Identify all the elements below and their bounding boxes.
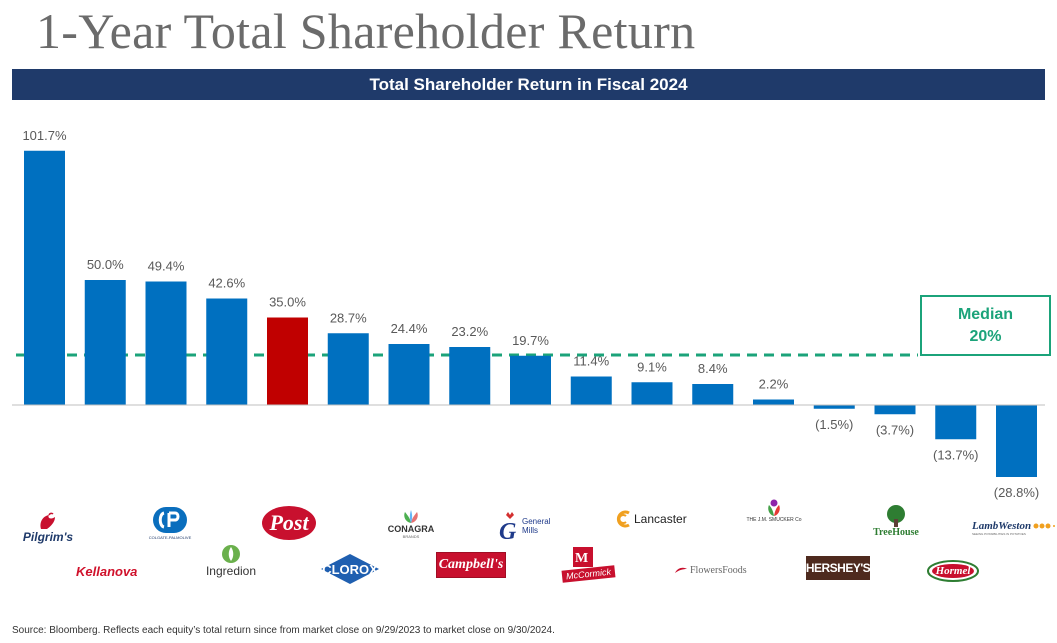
- mccormick-mark-icon: M: [573, 547, 593, 567]
- bar-16: [996, 405, 1037, 477]
- campbells-logo: Campbell's: [436, 552, 506, 578]
- lancaster-logo: Lancaster: [614, 509, 694, 529]
- kellanova-logo: Kellanova: [76, 562, 142, 580]
- hormel-oval-icon: [927, 560, 979, 582]
- bar-4: [267, 317, 308, 405]
- bar-label-9: 11.4%: [573, 354, 609, 369]
- smucker-text: THE J.M. SMUCKER Co: [746, 517, 802, 523]
- bar-label-2: 49.4%: [148, 259, 185, 274]
- bar-10: [631, 382, 673, 405]
- bar-label-10: 9.1%: [637, 359, 667, 374]
- treehouse-logo: TreeHouse: [866, 505, 926, 541]
- bar-chart: 101.7% 50.0% 49.4% 42.6% 35.0% 28.7% 24.4% 23.2…: [12, 128, 1045, 500]
- pilgrims-text: Pilgrim's: [22, 530, 74, 544]
- mccormick-text: McCormick: [561, 565, 616, 583]
- rooster-icon: [40, 512, 55, 529]
- pilgrims-logo: Pilgrim's: [18, 508, 78, 544]
- bar-12: [753, 399, 794, 405]
- conagra-text: CONAGRA: [387, 524, 435, 534]
- bar-13: [813, 405, 855, 409]
- lambweston-subtext: SEEING POSSIBILITIES IN POTATOES: [972, 532, 1026, 536]
- bar-label-0: 101.7%: [22, 128, 67, 143]
- page-title: 1-Year Total Shareholder Return: [36, 3, 696, 59]
- kellanova-text: Kellanova: [76, 563, 138, 579]
- bar-label-7: 23.2%: [451, 324, 488, 339]
- bar-1: [84, 280, 126, 405]
- bar-label-15: (13.7%): [933, 447, 979, 462]
- colgate-text: COLGATE-PALMOLIVE: [148, 535, 192, 540]
- bar-label-5: 28.7%: [330, 310, 367, 325]
- bar-2: [145, 281, 187, 405]
- hersheys-logo: HERSHEY'S: [805, 556, 871, 580]
- bar-6: [388, 344, 430, 405]
- hormel-logo: Hormel: [926, 559, 980, 583]
- flowers-foods-logo: FlowersFoods: [674, 563, 760, 577]
- lambweston-text: LambWeston: [972, 520, 1032, 532]
- chart-title-banner: Total Shareholder Return in Fiscal 2024: [12, 69, 1045, 100]
- conagra-leaf-icon: [404, 510, 418, 523]
- general-mills-text-1: General: [522, 517, 551, 526]
- general-mills-g-icon: G: [499, 512, 517, 541]
- conagra-logo: CONAGRA BRANDS: [386, 510, 436, 542]
- bar-15: [935, 405, 977, 440]
- bar-3: [206, 298, 248, 405]
- bar-11: [692, 384, 734, 405]
- lambweston-dots-icon: [1033, 523, 1056, 529]
- bar-8: [510, 355, 551, 405]
- ingredion-leaf-icon: [222, 545, 240, 563]
- lancaster-text: Lancaster: [634, 512, 687, 526]
- treehouse-text: TreeHouse: [873, 527, 919, 538]
- bar-label-13: (1.5%): [815, 417, 853, 432]
- post-text: Post: [269, 510, 309, 535]
- svg-text:G: G: [499, 519, 517, 541]
- bar-0: [24, 150, 65, 405]
- mccormick-logo: M McCormick: [561, 546, 622, 586]
- ingredion-logo: Ingredion: [200, 544, 262, 580]
- bar-label-3: 42.6%: [208, 276, 245, 291]
- flowers-foods-text: FlowersFoods: [690, 564, 747, 576]
- bar-label-16: (28.8%): [994, 485, 1040, 500]
- bar-label-1: 50.0%: [87, 257, 124, 272]
- post-oval-icon: [262, 506, 316, 540]
- clorox-logo: CLOROX: [320, 553, 380, 585]
- chart-title: Total Shareholder Return in Fiscal 2024: [369, 74, 688, 94]
- general-mills-text-2: Mills: [522, 526, 538, 535]
- ingredion-text: Ingredion: [205, 564, 257, 578]
- hormel-text: Hormel: [935, 565, 971, 577]
- colgate-mark-icon: [153, 507, 187, 533]
- median-label: Median: [957, 305, 1014, 323]
- flowers-swoosh-icon: [675, 567, 687, 573]
- bar-label-14: (3.7%): [876, 422, 914, 437]
- smucker-fruit-icon: [768, 499, 780, 516]
- bar-9: [570, 376, 612, 405]
- conagra-subtext: BRANDS: [402, 534, 420, 539]
- general-mills-logo: G General Mills: [498, 510, 562, 542]
- bar-5: [327, 333, 369, 405]
- clorox-text: CLOROX: [322, 561, 378, 577]
- bar-label-12: 2.2%: [759, 377, 789, 392]
- clorox-diamond-icon: [321, 554, 379, 584]
- smucker-logo: THE J.M. SMUCKER Co: [744, 499, 804, 529]
- svg-text:M: M: [575, 551, 588, 566]
- tree-icon: [887, 505, 905, 527]
- median-value: 20%: [969, 327, 1002, 345]
- bar-label-8: 19.7%: [512, 333, 549, 348]
- bar-label-6: 24.4%: [391, 321, 428, 336]
- median-callout: Median 20%: [920, 295, 1051, 356]
- bar-label-4: 35.0%: [269, 295, 306, 310]
- lancaster-mark-icon: [616, 510, 630, 528]
- colgate-logo: COLGATE-PALMOLIVE: [142, 505, 198, 545]
- bar-14: [874, 405, 916, 415]
- campbells-text: Campbell's: [438, 557, 504, 572]
- bar-7: [449, 347, 491, 405]
- hersheys-text: HERSHEY'S: [805, 561, 871, 575]
- bar-label-11: 8.4%: [698, 361, 728, 376]
- source-note: Source: Bloomberg. Reflects each equity’…: [12, 625, 555, 636]
- post-logo: Post: [260, 504, 318, 542]
- lambweston-logo: LambWeston SEEING POSSIBILITIES IN POTAT…: [972, 520, 1056, 540]
